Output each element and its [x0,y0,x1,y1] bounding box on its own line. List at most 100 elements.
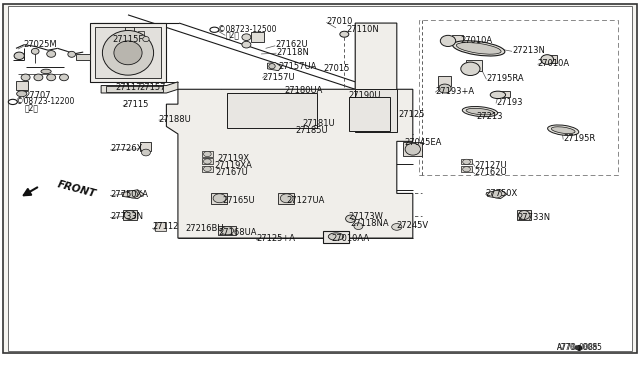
Ellipse shape [47,51,56,57]
Text: 27213N: 27213N [512,46,545,55]
Ellipse shape [552,127,575,134]
Text: 〈2〉: 〈2〉 [24,103,38,112]
Text: 27181U: 27181U [302,119,335,128]
Ellipse shape [21,74,30,81]
Ellipse shape [541,55,554,64]
Text: 27025M: 27025M [24,40,58,49]
Bar [140,142,151,151]
Text: 27010: 27010 [326,17,353,26]
Text: 27750X: 27750X [485,189,517,198]
Bar [355,89,397,132]
Ellipse shape [346,215,356,222]
Bar [543,55,557,63]
Text: 27112: 27112 [152,222,179,231]
Text: 27127U: 27127U [475,161,508,170]
Bar [517,210,531,220]
Bar [227,93,317,128]
Ellipse shape [68,51,76,57]
Text: 27193: 27193 [496,98,522,107]
Text: 27119X: 27119X [218,154,250,163]
Bar [323,231,349,243]
Bar [461,166,472,172]
Ellipse shape [340,31,349,37]
Text: 27010A: 27010A [461,36,493,45]
Bar [202,166,213,172]
Ellipse shape [466,108,494,115]
Ellipse shape [269,64,275,69]
Text: 27010A: 27010A [538,59,570,68]
Ellipse shape [31,48,39,54]
Text: 27707: 27707 [24,92,51,100]
Polygon shape [166,23,413,238]
Text: 27195RA: 27195RA [486,74,524,83]
Ellipse shape [14,52,24,60]
Ellipse shape [204,166,211,171]
Text: 27726X: 27726X [110,144,143,153]
Text: 27188U: 27188U [159,115,191,124]
Bar [202,151,213,157]
Text: 27245V: 27245V [397,221,429,230]
Text: 27165U: 27165U [223,196,255,205]
Polygon shape [122,190,144,199]
Ellipse shape [34,74,43,81]
Bar [349,97,390,131]
Ellipse shape [41,69,51,74]
Bar [466,60,482,71]
Text: 27118NA: 27118NA [351,219,389,228]
Polygon shape [95,27,161,78]
Bar [106,86,163,92]
Polygon shape [268,62,282,71]
Circle shape [17,91,27,97]
Ellipse shape [102,31,154,75]
Ellipse shape [328,233,344,240]
Bar [16,81,28,90]
Ellipse shape [242,34,251,41]
Ellipse shape [204,159,211,164]
Ellipse shape [518,211,530,219]
Text: FRONT: FRONT [56,180,97,200]
Ellipse shape [60,74,68,81]
Ellipse shape [213,194,226,203]
Text: 27127UA: 27127UA [287,196,325,205]
Bar [494,91,510,97]
Text: 27195R: 27195R [563,134,595,143]
Ellipse shape [405,143,420,155]
Bar [211,193,227,204]
Bar [76,54,90,60]
Bar [251,32,264,42]
Text: 27185U: 27185U [296,126,328,135]
Ellipse shape [440,35,456,46]
Text: 27045EA: 27045EA [404,138,442,147]
Text: A770●0085: A770●0085 [557,343,603,352]
Text: 27162U: 27162U [275,40,308,49]
Ellipse shape [127,190,138,198]
Ellipse shape [204,151,211,157]
Bar [155,222,166,231]
Text: 27015: 27015 [323,64,349,73]
Text: 27750XA: 27750XA [110,190,148,199]
Bar [438,76,451,86]
Ellipse shape [392,224,402,230]
Ellipse shape [462,106,498,117]
Ellipse shape [438,84,451,93]
Text: 27117: 27117 [115,83,141,92]
Text: 27157U: 27157U [262,73,295,81]
Text: 27157UA: 27157UA [278,62,317,71]
Bar [125,27,134,37]
Text: 27733N: 27733N [110,212,143,221]
Bar [452,35,463,45]
Text: 27118N: 27118N [276,48,309,57]
Text: 27010AA: 27010AA [332,234,370,243]
Text: 27733N: 27733N [517,213,550,222]
Text: 27213: 27213 [477,112,503,121]
Ellipse shape [141,149,150,156]
Ellipse shape [452,41,505,56]
Ellipse shape [463,167,470,172]
Text: 27119XA: 27119XA [214,161,252,170]
Bar [419,20,618,175]
Text: 27168UA: 27168UA [219,228,257,237]
Text: ©08723-12200: ©08723-12200 [16,97,74,106]
Ellipse shape [114,41,142,65]
Bar [461,159,472,164]
Ellipse shape [124,211,136,219]
